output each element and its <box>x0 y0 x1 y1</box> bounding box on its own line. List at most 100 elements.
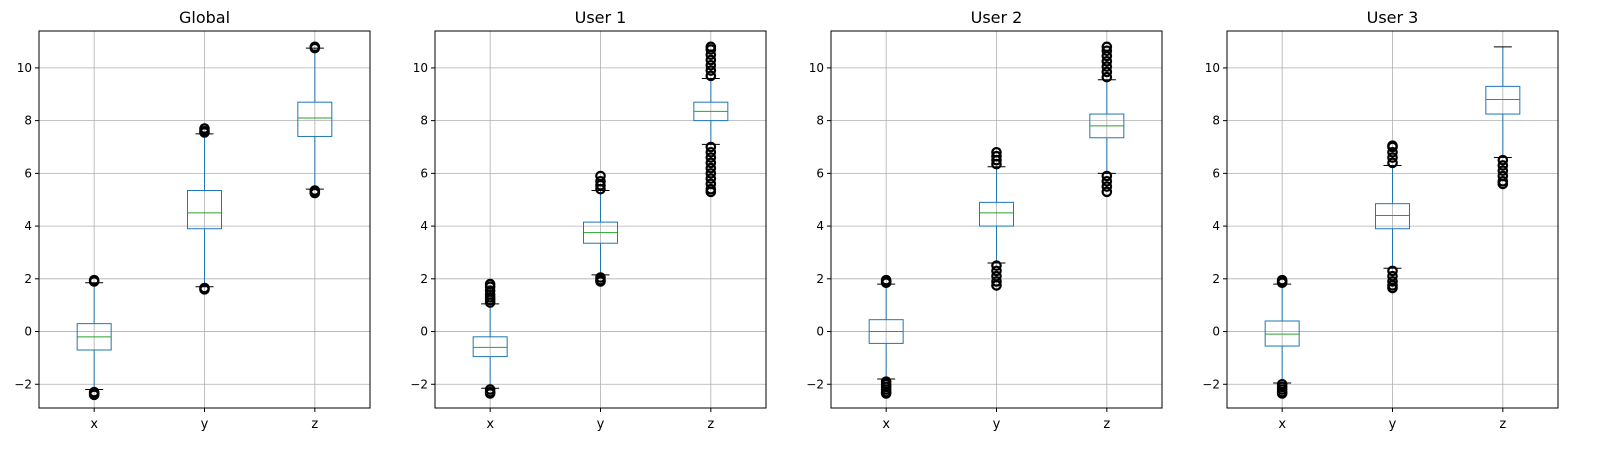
y-tick-label: 8 <box>420 114 428 128</box>
y-tick-label: 10 <box>809 61 824 75</box>
outlier-point <box>705 173 717 184</box>
box-z <box>693 41 729 198</box>
outlier-point <box>705 168 717 179</box>
y-tick-label: 6 <box>816 166 824 180</box>
outlier-point <box>1101 186 1113 198</box>
subplot-4: −2 0 2 4 6 8 10 x y z User 3 <box>1202 8 1559 432</box>
y-tick-label: 2 <box>420 272 428 286</box>
y-tick-label: −2 <box>806 377 824 391</box>
chart-title: User 3 <box>1367 8 1419 27</box>
box-z <box>297 41 333 199</box>
y-tick-label: 10 <box>1205 61 1220 75</box>
subplot-1: −2 0 2 4 6 8 10 x y z Global <box>14 8 371 432</box>
x-tick-label: x <box>90 417 98 432</box>
outlier-point <box>705 54 717 66</box>
y-tick-label: 8 <box>24 114 32 128</box>
outlier-point <box>880 274 892 286</box>
y-tick-label: 0 <box>420 325 428 339</box>
outlier-point <box>991 150 1002 162</box>
outlier-point <box>1101 66 1113 78</box>
outlier-point <box>991 280 1002 291</box>
outlier-point <box>1101 181 1113 192</box>
box-iqr <box>187 190 222 230</box>
outlier-point <box>705 186 717 198</box>
y-tick-label: 4 <box>420 219 428 233</box>
outlier-point <box>595 170 606 182</box>
x-tick-label: z <box>1499 417 1506 432</box>
outlier-point <box>1101 175 1113 187</box>
box-z <box>1485 46 1521 190</box>
box-x <box>1264 274 1300 399</box>
outlier-point <box>705 162 717 174</box>
outlier-point <box>1387 157 1398 169</box>
box-y <box>979 146 1014 291</box>
x-tick-label: y <box>1389 417 1397 432</box>
outlier-point <box>1101 41 1113 53</box>
outlier-point <box>991 260 1002 271</box>
x-tick-label: z <box>707 417 714 432</box>
outlier-point <box>705 41 717 53</box>
x-tick-label: x <box>882 417 890 432</box>
outlier-point <box>1276 388 1288 399</box>
chart-title: Global <box>179 8 230 27</box>
chart-title: User 2 <box>971 8 1023 27</box>
box-y <box>187 123 222 295</box>
y-tick-label: 4 <box>24 219 32 233</box>
outlier-point <box>1101 170 1113 182</box>
outlier-point <box>88 389 100 401</box>
x-tick-label: y <box>597 417 605 432</box>
outlier-point <box>705 65 717 76</box>
outlier-point <box>1387 140 1398 151</box>
y-tick-label: 8 <box>816 114 824 128</box>
y-tick-label: −2 <box>1202 377 1220 391</box>
y-tick-label: 2 <box>816 272 824 286</box>
box-z <box>1089 41 1125 198</box>
box-iqr <box>979 201 1014 227</box>
y-tick-label: 8 <box>1212 114 1220 128</box>
outlier-point <box>1276 274 1288 286</box>
outlier-point <box>1497 160 1509 171</box>
outlier-point <box>1101 45 1113 57</box>
box-x <box>76 274 112 401</box>
y-tick-label: 0 <box>816 325 824 339</box>
x-tick-label: y <box>201 417 209 432</box>
outlier-point <box>1387 265 1398 277</box>
outlier-point <box>1497 165 1509 177</box>
y-tick-label: 4 <box>816 219 824 233</box>
outlier-point <box>595 276 606 287</box>
y-tick-label: 6 <box>420 166 428 180</box>
outlier-point <box>484 285 496 296</box>
outlier-point <box>1387 152 1398 163</box>
outlier-point <box>309 41 321 53</box>
y-tick-label: 0 <box>1212 325 1220 339</box>
outlier-point <box>880 388 892 399</box>
y-tick-label: −2 <box>14 377 32 391</box>
outlier-point <box>88 274 100 286</box>
outlier-point <box>991 276 1002 287</box>
outlier-point <box>1101 71 1113 83</box>
box-y <box>583 170 618 287</box>
outlier-point <box>705 152 717 163</box>
y-tick-label: 6 <box>1212 166 1220 180</box>
x-tick-label: x <box>486 417 494 432</box>
outlier-point <box>991 146 1002 158</box>
box-iqr <box>297 101 333 137</box>
y-tick-label: 10 <box>413 61 428 75</box>
y-tick-label: 6 <box>24 166 32 180</box>
outlier-point <box>705 141 717 153</box>
x-tick-label: z <box>311 417 318 432</box>
x-tick-label: z <box>1103 417 1110 432</box>
outlier-point <box>1101 61 1113 72</box>
outlier-point <box>1387 276 1398 287</box>
y-tick-label: 10 <box>17 61 32 75</box>
y-tick-label: 4 <box>1212 219 1220 233</box>
outlier-point <box>199 123 210 134</box>
y-tick-label: 2 <box>24 272 32 286</box>
x-tick-label: x <box>1278 417 1286 432</box>
outlier-point <box>1101 56 1113 67</box>
outlier-point <box>595 175 606 187</box>
box-iqr <box>1485 85 1521 115</box>
y-tick-label: 0 <box>24 325 32 339</box>
box-y <box>1375 140 1410 294</box>
